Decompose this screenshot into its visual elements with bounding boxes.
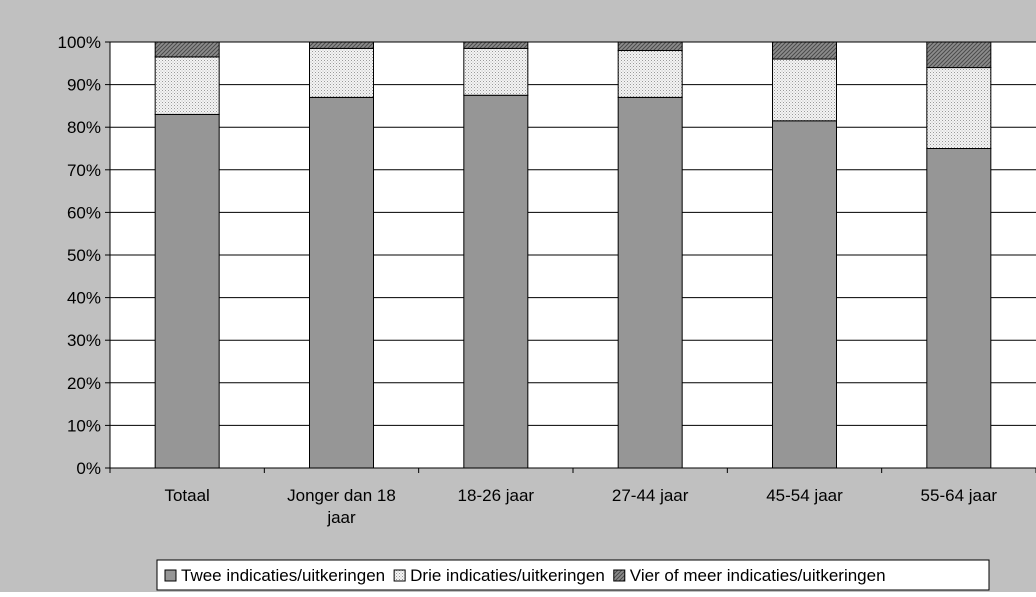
bar-segment-drie (926, 67, 992, 149)
x-tick-label: 18-26 jaar (458, 486, 535, 505)
x-tick-label: Totaal (164, 486, 209, 505)
y-tick-label: 60% (67, 203, 101, 222)
y-tick-label: 90% (67, 76, 101, 95)
x-tick-label: 45-54 jaar (766, 486, 843, 505)
bar-segment-drie (772, 58, 837, 122)
legend: Twee indicaties/uitkeringen Drie indicati… (156, 559, 990, 591)
y-tick-label: 50% (67, 246, 101, 265)
y-tick-label: 20% (67, 374, 101, 393)
x-tick-label: 55-64 jaar (921, 486, 998, 505)
legend-label-vier: Vier of meer indicaties/uitkeringen (630, 566, 886, 585)
x-tick-labels: Totaal Jonger dan 18 jaar 18-26 jaar 27-44 j… (164, 486, 997, 527)
y-tick-labels: 0% 10% 20% 30% 40% 50% 60% 70% 80% 90% 100% (58, 33, 101, 478)
y-tick-label: 40% (67, 289, 101, 308)
bar-segment-vier (926, 41, 992, 69)
bar-segment-vier (309, 41, 374, 49)
legend-swatch-vier (613, 569, 626, 582)
y-tick-label: 10% (67, 416, 101, 435)
bar-segment-drie (154, 56, 220, 115)
bar-segment-drie (309, 47, 374, 98)
legend-swatch-twee (164, 569, 177, 582)
bar-segment-twee (617, 96, 683, 469)
y-tick-label: 30% (67, 331, 101, 350)
bar-segment-vier (463, 41, 529, 49)
y-tick-label: 0% (76, 459, 101, 478)
legend-label-drie: Drie indicaties/uitkeringen (410, 566, 605, 585)
legend-label-twee: Twee indicaties/uitkeringen (181, 566, 385, 585)
x-tick-label: 27-44 jaar (612, 486, 689, 505)
legend-swatch-drie (393, 569, 406, 582)
x-tick-label: Jonger dan 18 jaar (287, 486, 396, 527)
bar-segment-twee (926, 148, 992, 469)
y-tick-label: 70% (67, 161, 101, 180)
y-tick-label: 80% (67, 118, 101, 137)
bar-segment-vier (154, 41, 220, 58)
legend-box (156, 559, 990, 591)
bar-segment-twee (309, 96, 374, 469)
bar-segment-drie (463, 47, 529, 96)
bars (154, 41, 992, 469)
bar-segment-twee (463, 94, 529, 469)
bar-segment-vier (617, 41, 683, 52)
gridlines (110, 41, 1036, 426)
y-tick-label: 100% (58, 33, 101, 52)
bar-segment-twee (154, 113, 220, 469)
bar-segment-vier (772, 41, 837, 60)
bar-segment-twee (772, 120, 837, 469)
bar-segment-drie (617, 50, 683, 98)
axes (105, 41, 1036, 473)
